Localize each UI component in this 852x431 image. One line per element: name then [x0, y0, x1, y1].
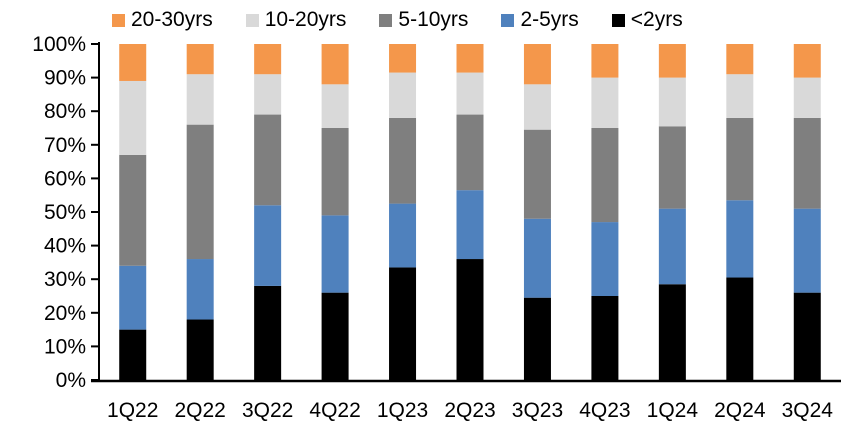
- bar-segment-4Q23-<2yrs: [591, 296, 619, 380]
- bar-segment-4Q22-5-10yrs: [321, 128, 349, 216]
- bar-segment-4Q23-20-30yrs: [591, 44, 619, 78]
- bar-segment-3Q22-20-30yrs: [254, 44, 282, 75]
- bar-segment-3Q22-10-20yrs: [254, 74, 282, 115]
- legend-swatch-icon: [501, 13, 515, 27]
- legend-label: 10-20yrs: [264, 8, 347, 31]
- bar-segment-2Q23-20-30yrs: [456, 44, 484, 73]
- bar-segment-2Q22-2-5yrs: [186, 259, 214, 320]
- legend-item-10-20yrs: 10-20yrs: [245, 8, 347, 32]
- x-axis-label-3Q24: 3Q24: [782, 399, 834, 422]
- bar-segment-1Q22-2-5yrs: [119, 265, 147, 330]
- bar-segment-1Q22-10-20yrs: [119, 80, 147, 155]
- bar-segment-1Q23-10-20yrs: [389, 72, 417, 118]
- bar-segment-4Q23-2-5yrs: [591, 222, 619, 296]
- x-axis-label-1Q22: 1Q22: [107, 399, 158, 422]
- y-axis-label: 30%: [44, 268, 86, 291]
- bar-segment-3Q23-20-30yrs: [523, 44, 551, 85]
- bar-segment-3Q23-2-5yrs: [523, 218, 551, 298]
- bar-segment-3Q23-10-20yrs: [523, 84, 551, 130]
- y-axis-label: 50%: [44, 201, 86, 224]
- x-axis-label-1Q23: 1Q23: [377, 399, 428, 422]
- bar-segment-3Q22-2-5yrs: [254, 205, 282, 286]
- legend-swatch-icon: [611, 13, 625, 27]
- y-axis-label: 20%: [44, 302, 86, 325]
- bar-segment-2Q24-10-20yrs: [726, 74, 754, 118]
- legend-label: 5-10yrs: [398, 8, 469, 31]
- x-axis-label-3Q22: 3Q22: [242, 399, 293, 422]
- bar-segment-4Q22-2-5yrs: [321, 215, 349, 293]
- bar-segment-3Q24-10-20yrs: [793, 77, 821, 118]
- bar-segment-3Q22-5-10yrs: [254, 114, 282, 206]
- bar-segment-3Q24-<2yrs: [793, 292, 821, 380]
- bar-segment-2Q24-5-10yrs: [726, 117, 754, 201]
- bar-segment-3Q23-5-10yrs: [523, 129, 551, 219]
- bar-segment-2Q23-5-10yrs: [456, 114, 484, 191]
- bar-segment-1Q23-20-30yrs: [389, 44, 417, 73]
- legend-swatch-icon: [245, 13, 259, 27]
- x-axis-label-4Q22: 4Q22: [309, 399, 360, 422]
- bar-segment-1Q23-2-5yrs: [389, 203, 417, 268]
- bar-segment-1Q24-2-5yrs: [658, 208, 686, 285]
- bar-segment-1Q24-20-30yrs: [658, 44, 686, 78]
- bar-segment-4Q22-20-30yrs: [321, 44, 349, 85]
- y-axis-label: 100%: [32, 33, 86, 56]
- bar-segment-4Q22-<2yrs: [321, 292, 349, 380]
- bar-segment-1Q24-10-20yrs: [658, 77, 686, 127]
- x-axis-label-3Q23: 3Q23: [512, 399, 563, 422]
- legend-item-5-10yrs: 5-10yrs: [379, 8, 468, 32]
- legend-swatch-icon: [379, 13, 393, 27]
- bar-segment-1Q24-<2yrs: [658, 284, 686, 380]
- x-axis-label-1Q24: 1Q24: [647, 399, 699, 422]
- bar-segment-1Q24-5-10yrs: [658, 126, 686, 209]
- legend-item-20-30yrs: 20-30yrs: [112, 8, 213, 32]
- x-axis-label-2Q22: 2Q22: [174, 399, 225, 422]
- bar-segment-3Q24-5-10yrs: [793, 117, 821, 209]
- legend-label: <2yrs: [630, 8, 683, 31]
- bar-segment-1Q23-5-10yrs: [389, 117, 417, 204]
- legend-swatch-icon: [112, 13, 125, 27]
- bar-segment-4Q22-10-20yrs: [321, 84, 349, 128]
- y-axis-label: 80%: [44, 100, 86, 123]
- bar-segment-2Q24-<2yrs: [726, 277, 754, 380]
- bar-segment-2Q22-<2yrs: [186, 319, 214, 380]
- bar-segment-2Q22-10-20yrs: [186, 74, 214, 125]
- bar-segment-4Q23-5-10yrs: [591, 128, 619, 223]
- y-axis-label: 90%: [44, 67, 86, 90]
- legend-label: 20-30yrs: [131, 8, 213, 31]
- bar-segment-2Q22-5-10yrs: [186, 124, 214, 260]
- y-axis-label: 60%: [44, 167, 86, 190]
- bar-segment-4Q23-10-20yrs: [591, 77, 619, 128]
- legend-item--2yrs: <2yrs: [611, 8, 683, 32]
- y-axis-label: 70%: [44, 134, 86, 157]
- x-axis-label-2Q24: 2Q24: [714, 399, 766, 422]
- bar-segment-2Q22-20-30yrs: [186, 44, 214, 75]
- x-axis-label-2Q23: 2Q23: [444, 399, 495, 422]
- chart-legend: 20-30yrs 10-20yrs 5-10yrs 2-5yrs <2yrs: [112, 6, 683, 34]
- legend-label: 2-5yrs: [520, 8, 579, 31]
- bar-segment-3Q24-2-5yrs: [793, 208, 821, 293]
- y-axis-label: 0%: [56, 369, 86, 392]
- bar-segment-1Q22-20-30yrs: [119, 44, 147, 81]
- bar-segment-3Q23-<2yrs: [523, 297, 551, 380]
- bar-segment-2Q24-20-30yrs: [726, 44, 754, 75]
- bar-segment-1Q22-<2yrs: [119, 329, 147, 380]
- y-axis-label: 10%: [44, 335, 86, 358]
- bar-segment-2Q24-2-5yrs: [726, 200, 754, 278]
- bar-segment-1Q22-5-10yrs: [119, 154, 147, 266]
- bar-segment-2Q23-10-20yrs: [456, 72, 484, 115]
- legend-item-2-5yrs: 2-5yrs: [501, 8, 579, 32]
- bar-segment-3Q24-20-30yrs: [793, 44, 821, 78]
- bar-segment-2Q23-2-5yrs: [456, 190, 484, 260]
- bar-segment-1Q23-<2yrs: [389, 267, 417, 380]
- bar-segment-3Q22-<2yrs: [254, 285, 282, 380]
- y-axis-label: 40%: [44, 235, 86, 258]
- x-axis-label-4Q23: 4Q23: [579, 399, 630, 422]
- bar-segment-2Q23-<2yrs: [456, 259, 484, 380]
